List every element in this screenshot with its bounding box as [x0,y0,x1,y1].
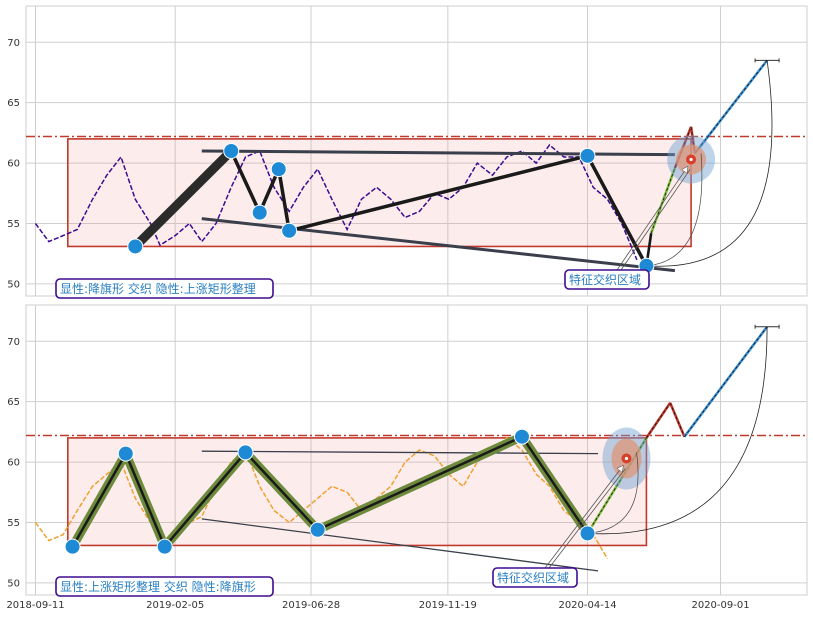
top-y-tick-label: 50 [7,279,20,290]
bottom-projection-dash [646,402,671,439]
top-y-tick-label: 55 [7,219,20,230]
bottom-annotation-box [492,567,578,588]
top-pattern-label: 显性:降旗形 交织 隐性:上涨矩形整理 [60,281,256,296]
bottom-feature-arrow [544,466,622,569]
x-tick-label: 2019-11-19 [419,600,477,611]
top-pivot-point [281,222,298,239]
top-lower-trendline [201,217,676,273]
bottom-projection-dash [684,326,768,437]
bottom-pivot-point [64,538,81,555]
x-tick-label: 2020-04-14 [558,600,616,611]
bottom-y-tick-label: 55 [7,518,20,529]
top-y-tick-label: 60 [7,159,20,170]
bottom-target-center [624,456,629,461]
top-projection-segment [693,59,769,155]
top-annotation-box [55,278,274,299]
top-pivot-point [223,143,240,159]
bottom-pivot-point [237,444,254,461]
bottom-y-tick-label: 70 [7,337,20,348]
bottom-panel: 50 55 60 65 70 2018-09-11 2019-02-05 2019-06-28… [6,304,808,611]
bottom-annotation-box [55,576,274,597]
top-plot-area [26,6,807,296]
bottom-plot-frame [25,304,808,596]
top-pivot-point [127,238,144,255]
bottom-projection-dash [587,437,647,534]
bottom-feature-zone-label: 特征交织区域 [497,570,569,585]
top-plot-frame [25,5,808,297]
top-feature-zone-label: 特征交织区域 [569,272,641,287]
top-y-tick-label: 65 [7,98,20,109]
bottom-connector-curve [587,326,768,535]
bottom-lower-trendline [201,518,599,572]
top-pivot-point [579,147,596,164]
bottom-pivot-point [579,525,596,542]
top-annotation-box [564,269,650,290]
top-target-center [689,157,693,162]
x-tick-label: 2019-02-05 [146,600,204,611]
top-y-tick-label: 70 [7,38,20,49]
top-pivot-point [251,204,268,221]
bottom-projection-dash [669,402,685,437]
bottom-pattern-label: 显性:上涨矩形整理 交织 隐性:降旗形 [60,579,256,594]
bottom-pivot-point [513,428,530,445]
bottom-connector-curve [587,452,639,534]
top-upper-trendline [201,149,675,157]
top-panel: 50 55 60 65 70 显性:降旗形 交织 隐性:上涨矩形整理 特征交织区域 [7,5,808,299]
x-tick-label: 2020-09-01 [691,600,749,611]
top-connector-curve [646,153,703,267]
bottom-pattern-rectangle [67,437,648,547]
x-tick-label: 2019-06-28 [282,600,340,611]
top-zigzag-emphasis [130,146,236,251]
bottom-y-tick-label: 60 [7,458,20,469]
top-price-line [34,143,638,261]
top-projection-dash [650,167,676,234]
top-feature-arrow [616,167,687,271]
bottom-pivot-point [309,521,326,538]
bottom-feature-arrow [548,468,626,569]
bottom-pivot-point [156,538,173,555]
x-tick-label: 2018-09-11 [6,600,64,611]
top-connector-curve [646,60,773,267]
top-pivot-point [270,161,287,178]
bottom-pivot-point [117,445,134,462]
bottom-y-tick-label: 65 [7,397,20,408]
bottom-y-tick-label: 50 [7,578,20,589]
top-feature-arrow [620,169,691,271]
